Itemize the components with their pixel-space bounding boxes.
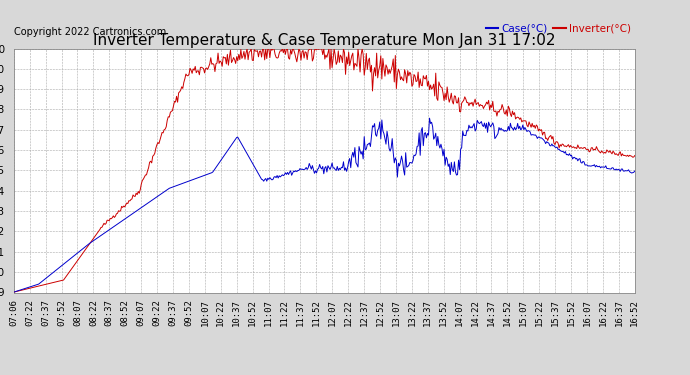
Text: Copyright 2022 Cartronics.com: Copyright 2022 Cartronics.com (14, 27, 166, 37)
Legend: Case(°C), Inverter(°C): Case(°C), Inverter(°C) (482, 20, 635, 38)
Title: Inverter Temperature & Case Temperature Mon Jan 31 17:02: Inverter Temperature & Case Temperature … (93, 33, 555, 48)
